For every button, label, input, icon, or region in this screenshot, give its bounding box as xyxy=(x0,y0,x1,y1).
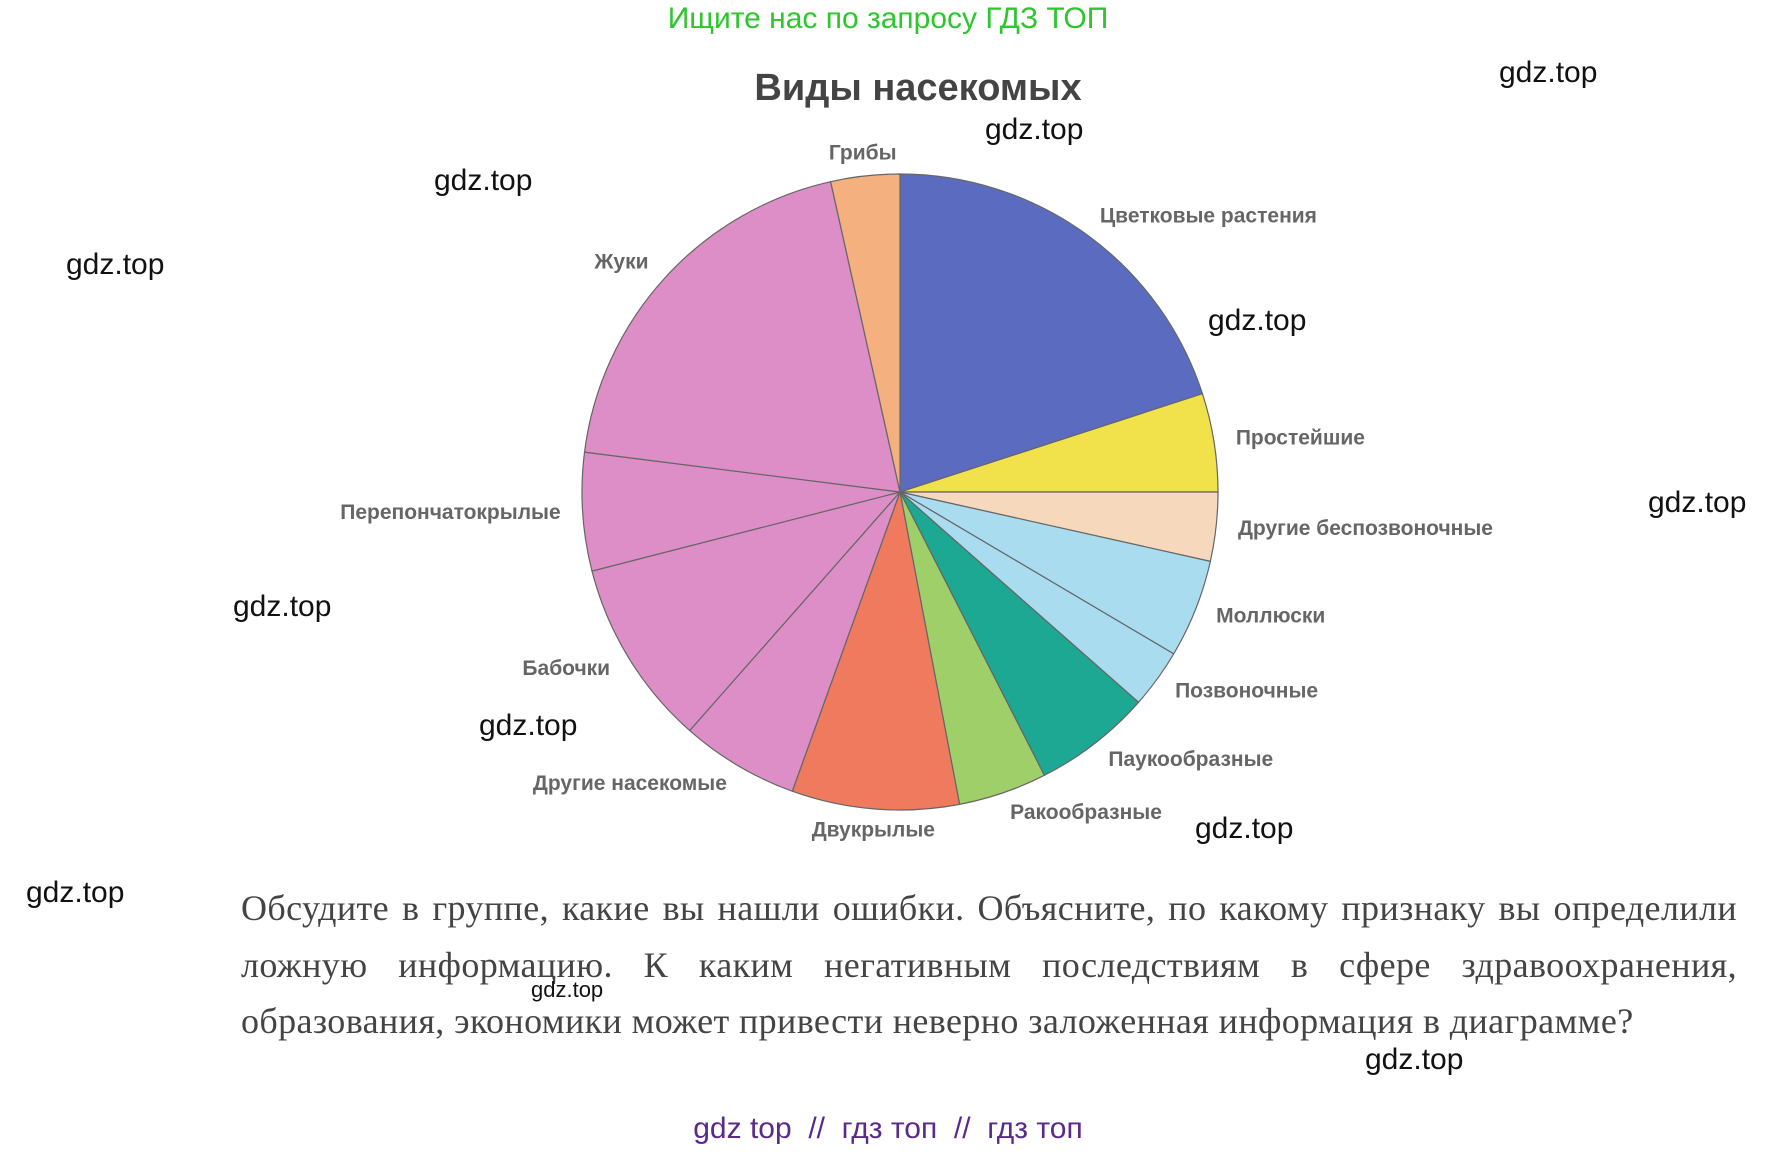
watermark: gdz.top xyxy=(233,590,332,623)
slice-label: Другие беспозвоночные xyxy=(1238,517,1493,540)
pie-slice xyxy=(581,451,901,572)
slice-label: Перепончатокрылые xyxy=(340,501,560,524)
slice-label: Жуки xyxy=(593,251,648,274)
pie-slice xyxy=(829,173,901,493)
slice-label: Ракообразные xyxy=(1010,801,1162,824)
pie-slice xyxy=(791,489,961,811)
slice-label: Бабочки xyxy=(522,657,610,680)
slice-label: Простейшие xyxy=(1236,426,1365,449)
watermark: gdz.top xyxy=(531,977,604,1002)
watermark: gdz.top xyxy=(66,248,165,281)
watermark: gdz.top xyxy=(1195,812,1294,845)
pie-slice xyxy=(899,173,1204,493)
pie-slice xyxy=(688,491,901,792)
watermark: gdz.top xyxy=(985,113,1084,146)
watermark: gdz.top xyxy=(1208,304,1307,337)
watermark: gdz.top xyxy=(479,709,578,742)
header-note: Ищите нас по запросу ГДЗ ТОП xyxy=(667,2,1109,35)
watermark: gdz.top xyxy=(26,876,125,909)
watermark: gdz.top xyxy=(1499,56,1598,89)
watermark: gdz.top xyxy=(1365,1043,1464,1076)
pie-slice xyxy=(899,491,1140,777)
chart-title: Виды насекомых xyxy=(754,67,1081,109)
slice-label: Паукообразные xyxy=(1108,748,1273,771)
slice-label: Другие насекомые xyxy=(533,772,727,795)
question-text: Обсудите в группе, какие вы нашли ошибки… xyxy=(241,888,1737,1041)
slice-label: Двукрылые xyxy=(812,818,935,841)
pie-slice xyxy=(583,180,901,493)
watermark: gdz.top xyxy=(1648,486,1747,519)
slice-label: Моллюски xyxy=(1216,605,1325,628)
footer-note: gdz top // гдз топ // гдз топ xyxy=(693,1112,1083,1145)
watermark: gdz.top xyxy=(434,164,533,197)
slice-label: Цветковые растения xyxy=(1100,204,1317,227)
slice-label: Позвоночные xyxy=(1175,679,1318,702)
slice-label: Грибы xyxy=(829,142,897,165)
